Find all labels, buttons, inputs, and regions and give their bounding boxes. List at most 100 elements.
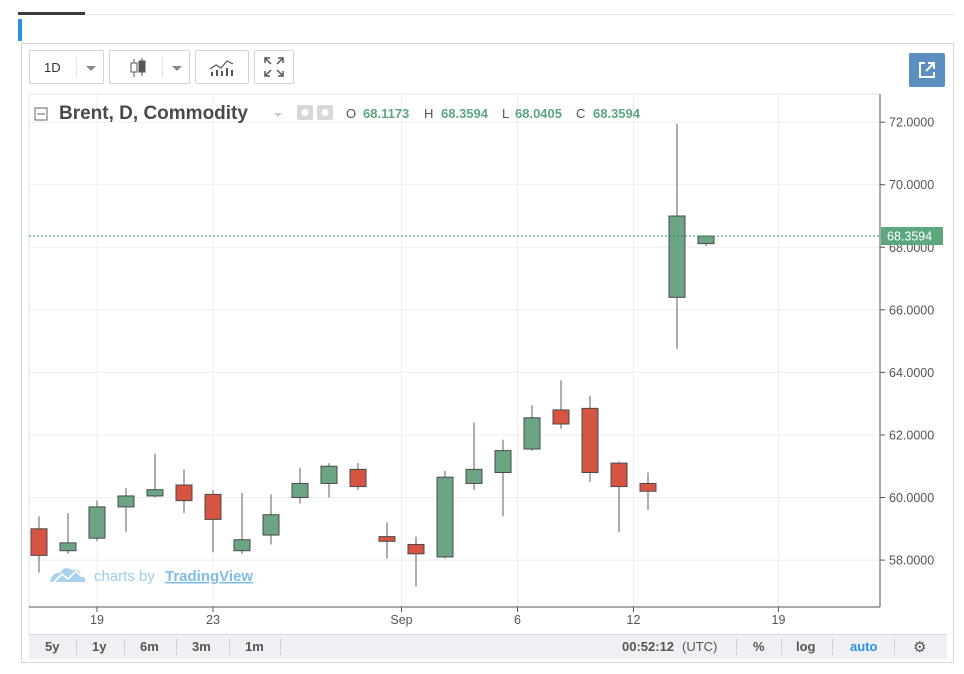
candle-body	[465, 468, 483, 484]
candle-body	[146, 489, 164, 497]
range-5y-button[interactable]: 5y	[45, 639, 60, 654]
range-separator	[280, 639, 281, 655]
clock-timezone[interactable]: (UTC)	[682, 639, 718, 654]
price-tick-label: 58.0000	[889, 554, 934, 568]
watermark-brand[interactable]: TradingView	[165, 568, 253, 585]
settings-gear-icon-2-hole	[321, 109, 329, 116]
candle-body	[204, 493, 222, 520]
price-chart[interactable]: 58.000060.000062.000064.000066.000068.00…	[22, 90, 953, 635]
interval-dropdown[interactable]: 1D	[29, 50, 104, 84]
bottom-toolbar: 5y 1y 6m 3m 1m 00:52:12 (UTC) % log auto…	[29, 634, 947, 659]
candle-body	[639, 482, 657, 492]
chart-widget: 1D	[21, 43, 954, 663]
accent-bar	[18, 19, 22, 41]
candle	[610, 461, 628, 532]
price-tick-label: 66.0000	[889, 303, 934, 317]
candle-body	[175, 484, 193, 502]
chart-style-dropdown[interactable]	[109, 50, 190, 84]
range-3m-button[interactable]: 3m	[192, 639, 211, 654]
candle	[523, 405, 541, 451]
candle-body	[407, 543, 425, 555]
scale-separator	[736, 639, 737, 655]
indicators-icon	[209, 60, 234, 76]
legend-open-value: 68.1173	[363, 106, 409, 121]
chevron-down-icon	[86, 66, 96, 71]
fullscreen-button[interactable]	[254, 50, 294, 84]
candle-body	[668, 215, 686, 298]
candle	[407, 536, 425, 587]
price-tick-label: 70.0000	[889, 178, 934, 192]
range-1m-button[interactable]: 1m	[245, 639, 264, 654]
percent-scale-toggle[interactable]: %	[753, 639, 765, 654]
candle	[30, 516, 48, 573]
candle-body	[378, 536, 396, 542]
legend-close-value: 68.3594	[593, 106, 641, 121]
candle-body	[88, 506, 106, 539]
candle-body	[320, 465, 338, 484]
candle	[552, 380, 570, 429]
candle-body	[30, 528, 48, 556]
range-1y-button[interactable]: 1y	[92, 639, 107, 654]
time-tick-label: 6	[514, 613, 521, 627]
candle	[233, 492, 251, 554]
candle-body	[117, 495, 135, 508]
clock-time: 00:52:12	[622, 639, 675, 654]
tab-underline	[18, 12, 85, 15]
symbol-chevron-icon[interactable]	[274, 113, 282, 117]
range-6m-button[interactable]: 6m	[140, 639, 159, 654]
candle	[581, 395, 599, 482]
scale-separator	[832, 639, 833, 655]
time-tick-label: 19	[90, 613, 104, 627]
candle	[146, 453, 164, 498]
candle-body	[697, 235, 715, 245]
range-separator	[176, 639, 177, 655]
price-tick-label: 62.0000	[889, 428, 934, 442]
grid	[29, 94, 880, 607]
time-tick-label: Sep	[390, 613, 412, 627]
chart-legend: Brent, D, Commodity O 68.1173 H 68.3594 …	[34, 103, 641, 124]
settings-gear-icon-bottom[interactable]: ⚙	[913, 639, 927, 656]
candle	[494, 439, 512, 517]
candle	[697, 235, 715, 247]
range-separator	[124, 639, 125, 655]
candle-body	[581, 407, 599, 473]
last-price-badge	[881, 227, 943, 246]
candle-body	[436, 476, 454, 558]
candle	[349, 463, 367, 490]
candle-body	[291, 482, 309, 499]
interval-label: 1D	[44, 60, 61, 75]
candle	[204, 489, 222, 553]
indicators-button[interactable]	[195, 50, 249, 84]
range-separator	[76, 639, 77, 655]
candle-body	[262, 514, 280, 536]
price-tick-label: 60.0000	[889, 491, 934, 505]
scale-separator	[894, 639, 895, 655]
candle-body	[523, 417, 541, 450]
price-axis: 58.000060.000062.000064.000066.000068.00…	[880, 116, 934, 568]
candle	[639, 472, 657, 511]
time-tick-label: 12	[627, 613, 641, 627]
legend-low-value: 68.0405	[515, 106, 562, 121]
candle	[291, 467, 309, 504]
legend-open-label: O	[346, 106, 356, 121]
candle	[320, 463, 338, 498]
candle	[436, 470, 454, 559]
candle	[378, 522, 396, 559]
cloud-icon-line	[53, 569, 83, 583]
legend-close-label: C	[576, 106, 585, 121]
candle	[88, 500, 106, 542]
popout-button[interactable]	[909, 53, 945, 87]
candle	[117, 488, 135, 532]
auto-scale-toggle[interactable]: auto	[850, 639, 878, 654]
candle-body	[233, 539, 251, 552]
log-scale-toggle[interactable]: log	[796, 639, 816, 654]
last-price-label: 68.3594	[881, 227, 943, 246]
legend-high-label: H	[424, 106, 433, 121]
candle-body	[349, 468, 367, 488]
top-divider	[85, 14, 955, 15]
last-price-text: 68.3594	[887, 230, 932, 244]
legend-low-label: L	[502, 106, 509, 121]
tradingview-watermark[interactable]: charts by TradingView	[50, 568, 253, 585]
range-separator	[229, 639, 230, 655]
candles-icon	[130, 58, 146, 77]
